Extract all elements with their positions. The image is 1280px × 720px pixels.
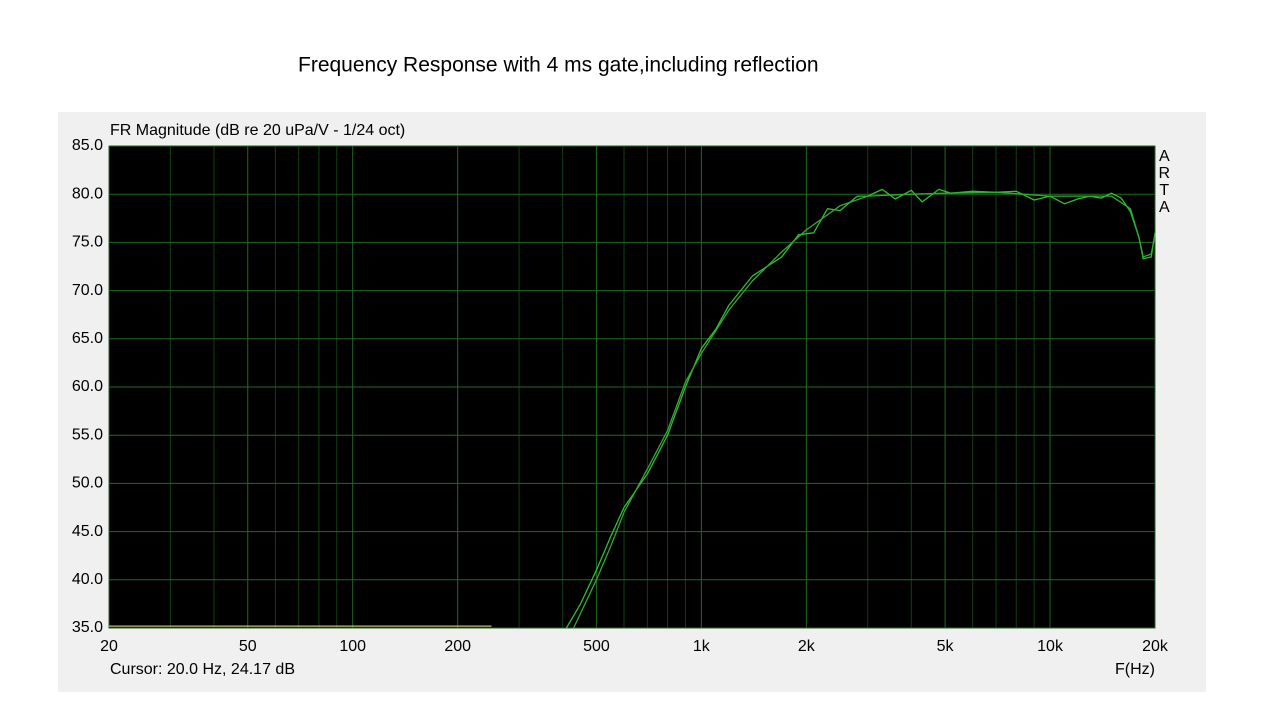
y-tick-label: 75.0 (72, 234, 103, 251)
x-tick-label: 10k (1037, 638, 1064, 655)
grid (108, 145, 1156, 629)
cursor-text: Cursor: 20.0 Hz, 24.17 dB (110, 661, 295, 678)
y-tick-label: 80.0 (72, 185, 103, 202)
x-tick-label: 100 (339, 638, 366, 655)
x-tick-label: 500 (583, 638, 610, 655)
x-axis-label: F(Hz) (1115, 661, 1155, 678)
x-tick-label: 5k (937, 638, 955, 655)
y-tick-label: 60.0 (72, 378, 103, 395)
x-tick-label: 1k (693, 638, 711, 655)
lines (109, 188, 1156, 629)
y-tick-label: 70.0 (72, 282, 103, 299)
y-tick-label: 50.0 (72, 475, 103, 492)
y-tick-label: 85.0 (72, 137, 103, 154)
plot-label: FR Magnitude (dB re 20 uPa/V - 1/24 oct) (110, 122, 405, 139)
watermark: ARTA (1156, 148, 1173, 216)
y-tick-label: 40.0 (72, 571, 103, 588)
y-tick-label: 35.0 (72, 619, 103, 636)
x-tick-label: 20k (1142, 638, 1169, 655)
series-line (573, 191, 1156, 629)
chart-title: Frequency Response with 4 ms gate,includ… (298, 54, 819, 77)
x-tick-label: 200 (444, 638, 471, 655)
y-tick-label: 55.0 (72, 426, 103, 443)
y-tick-label: 65.0 (72, 330, 103, 347)
y-tick-label: 45.0 (72, 523, 103, 540)
x-tick-label: 50 (239, 638, 257, 655)
x-tick-label: 2k (798, 638, 816, 655)
x-tick-label: 20 (100, 638, 118, 655)
